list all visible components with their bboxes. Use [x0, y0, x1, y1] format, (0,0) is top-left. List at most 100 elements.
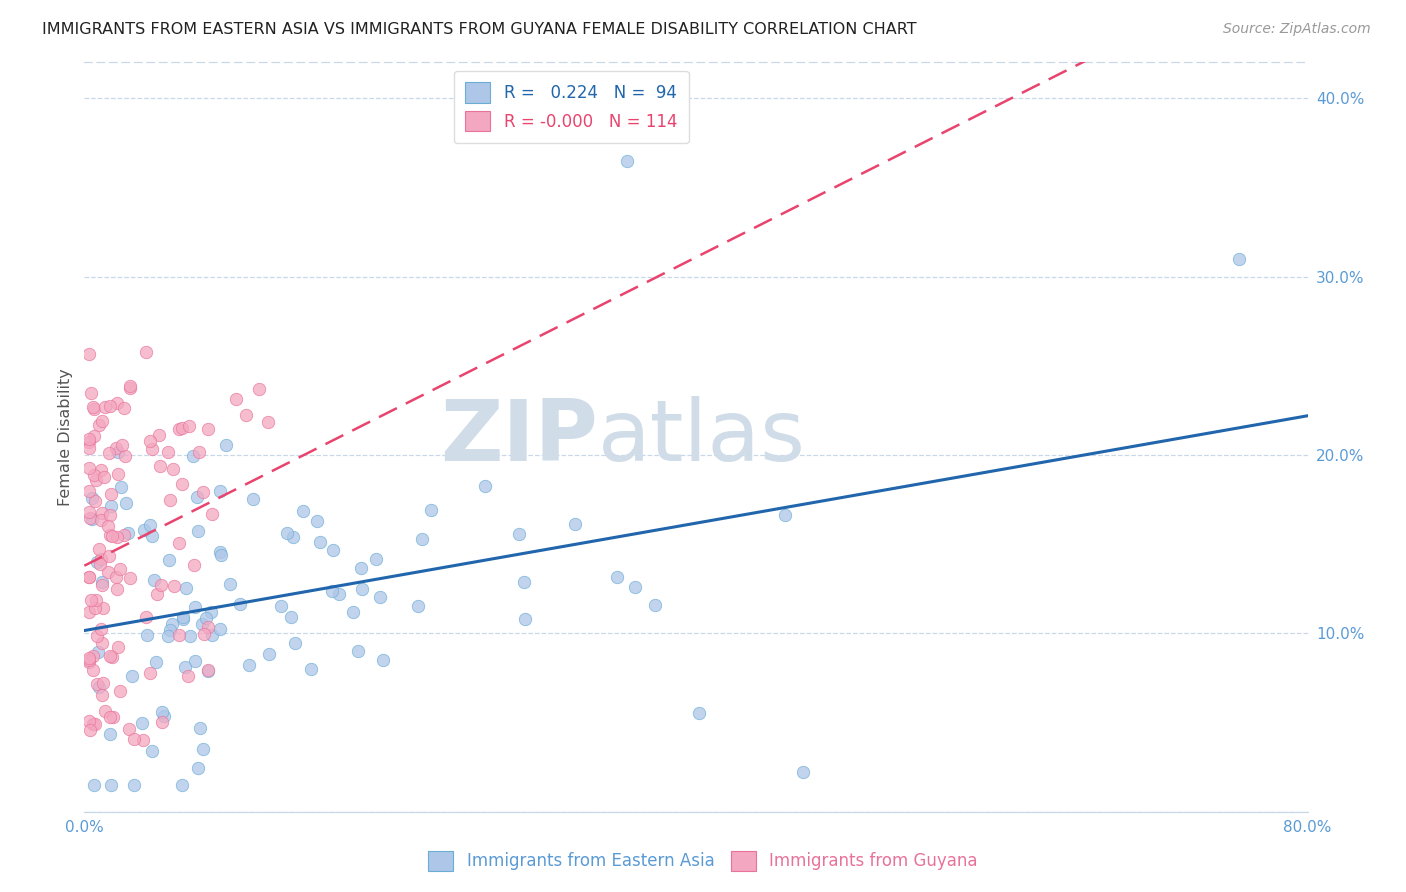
Point — [328, 587, 350, 601]
Point — [80, 385, 103, 400]
Point — [77, 569, 100, 583]
Point — [197, 664, 219, 678]
Point — [688, 706, 710, 721]
Point — [118, 381, 141, 395]
Point — [91, 574, 114, 589]
Point — [84, 593, 107, 607]
Point — [352, 582, 374, 596]
Point — [77, 432, 100, 446]
Point — [280, 610, 302, 624]
Point — [84, 717, 107, 731]
Point — [100, 399, 122, 413]
Point — [350, 561, 373, 575]
Point — [83, 429, 105, 443]
Point — [121, 668, 143, 682]
Point — [135, 610, 157, 624]
Point — [159, 624, 181, 638]
Point — [87, 542, 110, 557]
Point — [105, 570, 128, 584]
Point — [201, 628, 224, 642]
Point — [139, 434, 162, 449]
Point — [564, 517, 586, 532]
Point — [77, 653, 100, 667]
Point — [90, 552, 112, 566]
Point — [131, 716, 153, 731]
Point — [193, 742, 215, 756]
Point — [186, 490, 208, 504]
Point — [167, 628, 190, 642]
Point — [322, 542, 344, 557]
Point — [117, 525, 139, 540]
Point — [163, 579, 186, 593]
Point — [159, 493, 181, 508]
Point — [411, 532, 433, 546]
Point — [606, 570, 628, 584]
Point — [98, 727, 121, 741]
Point — [177, 669, 200, 683]
Point — [309, 534, 332, 549]
Point — [342, 605, 364, 619]
Point — [104, 441, 127, 455]
Point — [105, 582, 128, 596]
Point — [77, 434, 100, 449]
Point — [122, 778, 145, 792]
Point — [209, 483, 232, 498]
Point — [83, 601, 105, 615]
Point — [179, 418, 201, 433]
Text: ZIP: ZIP — [440, 395, 598, 479]
Point — [77, 605, 100, 619]
Point — [93, 704, 115, 718]
Point — [82, 717, 104, 731]
Point — [406, 599, 429, 614]
Point — [87, 645, 110, 659]
Point — [366, 552, 388, 566]
Point — [87, 680, 110, 694]
Legend: Immigrants from Eastern Asia, Immigrants from Guyana: Immigrants from Eastern Asia, Immigrants… — [420, 842, 986, 880]
Point — [172, 612, 194, 626]
Point — [135, 344, 157, 359]
Point — [153, 709, 176, 723]
Point — [77, 651, 100, 665]
Point — [135, 628, 157, 642]
Point — [174, 660, 197, 674]
Point — [101, 649, 124, 664]
Point — [149, 578, 172, 592]
Point — [79, 511, 101, 525]
Point — [1227, 252, 1250, 266]
Point — [83, 778, 105, 792]
Point — [82, 663, 104, 677]
Point — [141, 442, 163, 456]
Point — [86, 629, 108, 643]
Point — [270, 599, 292, 613]
Point — [215, 438, 238, 452]
Point — [141, 744, 163, 758]
Point — [167, 422, 190, 436]
Point — [623, 580, 645, 594]
Point — [112, 401, 135, 415]
Text: IMMIGRANTS FROM EASTERN ASIA VS IMMIGRANTS FROM GUYANA FEMALE DISABILITY CORRELA: IMMIGRANTS FROM EASTERN ASIA VS IMMIGRAN… — [42, 22, 917, 37]
Point — [97, 519, 120, 533]
Point — [257, 647, 280, 661]
Point — [101, 710, 124, 724]
Point — [101, 529, 124, 543]
Point — [276, 525, 298, 540]
Point — [100, 778, 122, 792]
Point — [157, 553, 180, 567]
Point — [170, 421, 193, 435]
Point — [107, 444, 129, 458]
Point — [91, 506, 114, 520]
Point — [83, 468, 105, 483]
Point — [184, 654, 207, 668]
Point — [77, 346, 100, 360]
Point — [209, 548, 232, 562]
Point — [79, 593, 101, 607]
Point — [145, 655, 167, 669]
Point — [97, 566, 120, 580]
Point — [100, 487, 122, 501]
Point — [108, 683, 131, 698]
Point — [89, 417, 111, 432]
Point — [183, 558, 205, 572]
Point — [792, 765, 814, 780]
Point — [89, 513, 111, 527]
Point — [90, 463, 112, 477]
